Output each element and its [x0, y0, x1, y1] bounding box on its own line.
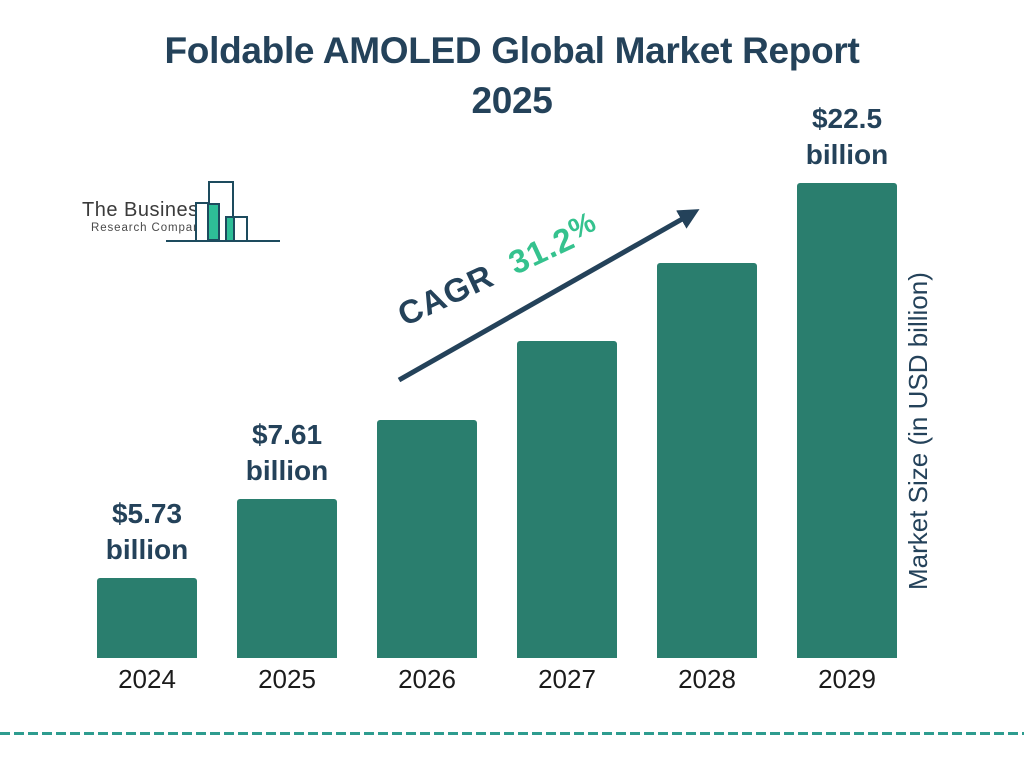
bar-2028	[657, 263, 757, 658]
bar-2029	[797, 183, 897, 658]
logo-company-subname: Research Company	[91, 222, 208, 234]
logo-bar-chart-icon	[166, 181, 280, 242]
value-label-2025: $7.61 billion	[245, 419, 329, 486]
year-label-2026: 2026	[398, 664, 456, 694]
company-logo: The Business Research Company	[70, 170, 290, 250]
page-title: Foldable AMOLED Global Market Report 202…	[6, 26, 1018, 126]
value-label-2029: $22.5 billion	[805, 103, 889, 170]
year-label-2028: 2028	[678, 664, 736, 694]
year-label-2025: 2025	[258, 664, 316, 694]
year-label-2024: 2024	[118, 664, 176, 694]
cagr-annotation: CAGR 31.2%	[391, 206, 604, 334]
bar-2025	[237, 499, 337, 658]
page-title-line-2: 2025	[471, 80, 553, 121]
value-label-2024: $5.73 billion	[105, 498, 189, 565]
year-label-2027: 2027	[538, 664, 596, 694]
bar-2024	[97, 578, 197, 658]
logo-company-name: The Business	[82, 199, 210, 221]
bar-2027	[517, 341, 617, 658]
year-label-2029: 2029	[818, 664, 876, 694]
cagr-label: CAGR	[391, 256, 500, 334]
bar-2026	[377, 420, 477, 658]
page-title-line-1: Foldable AMOLED Global Market Report	[164, 30, 860, 71]
y-axis-label: Market Size (in USD billion)	[903, 272, 933, 590]
